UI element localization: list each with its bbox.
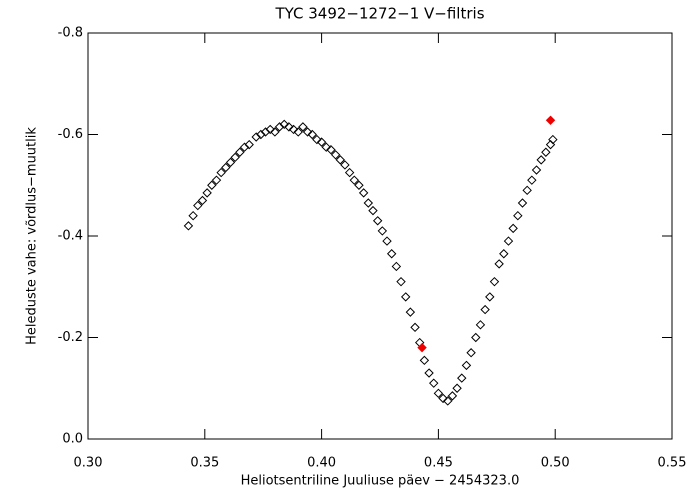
data-point bbox=[279, 119, 289, 130]
chart-title: TYC 3492−1272−1 V−filtris bbox=[274, 5, 484, 23]
data-point bbox=[475, 320, 486, 330]
data-point bbox=[382, 236, 392, 246]
data-point bbox=[183, 221, 194, 231]
x-tick-label: 0.40 bbox=[307, 456, 336, 471]
data-point bbox=[452, 383, 462, 393]
x-tick-label: 0.55 bbox=[658, 456, 687, 471]
data-point bbox=[330, 150, 341, 160]
data-point bbox=[531, 165, 542, 175]
data-point bbox=[503, 236, 514, 246]
data-point bbox=[443, 396, 453, 406]
data-point bbox=[410, 322, 420, 333]
y-axis-label: Heleduste vahe: võrdlus−muutlik bbox=[25, 127, 40, 345]
data-point bbox=[230, 152, 240, 163]
data-point bbox=[344, 167, 355, 178]
data-point bbox=[457, 373, 467, 383]
data-point bbox=[372, 216, 383, 226]
data-point bbox=[513, 210, 523, 221]
x-tick-label: 0.50 bbox=[541, 456, 570, 471]
data-point bbox=[438, 393, 448, 404]
data-point bbox=[508, 223, 518, 234]
data-point bbox=[466, 348, 476, 358]
data-point bbox=[321, 142, 331, 152]
data-point bbox=[265, 124, 275, 135]
data-point bbox=[335, 155, 345, 165]
data-point bbox=[363, 198, 374, 208]
data-point bbox=[188, 210, 198, 221]
data-point bbox=[197, 195, 208, 206]
data-point bbox=[377, 226, 388, 236]
data-point bbox=[354, 180, 364, 190]
data-point bbox=[274, 122, 285, 132]
data-point bbox=[202, 188, 212, 198]
data-point bbox=[193, 200, 203, 211]
data-point bbox=[391, 261, 402, 272]
data-point bbox=[244, 139, 254, 150]
y-tick-label: -0.8 bbox=[58, 26, 83, 41]
data-point bbox=[270, 127, 280, 137]
data-point bbox=[548, 134, 558, 145]
data-point bbox=[349, 175, 360, 185]
data-point bbox=[225, 157, 236, 168]
data-point bbox=[298, 122, 308, 132]
data-point bbox=[260, 127, 271, 137]
x-tick-label: 0.35 bbox=[190, 456, 219, 471]
y-tick-label: -0.4 bbox=[58, 229, 83, 244]
data-point bbox=[536, 155, 546, 165]
data-point bbox=[489, 276, 500, 287]
y-tick-label: -0.2 bbox=[58, 330, 83, 345]
data-point bbox=[288, 124, 299, 135]
data-point bbox=[221, 162, 231, 173]
data-point bbox=[216, 167, 226, 178]
data-point bbox=[316, 137, 327, 147]
data-point bbox=[480, 304, 490, 315]
y-tick-label: 0.0 bbox=[62, 432, 83, 447]
data-point bbox=[251, 132, 261, 142]
data-point bbox=[368, 205, 378, 216]
plot-frame bbox=[87, 32, 673, 440]
data-point bbox=[419, 355, 430, 366]
data-point bbox=[429, 378, 439, 388]
data-point bbox=[400, 292, 411, 302]
data-point bbox=[396, 276, 406, 287]
data-point bbox=[284, 122, 294, 132]
data-point bbox=[312, 134, 322, 145]
data-point bbox=[256, 129, 266, 140]
data-point bbox=[417, 342, 427, 353]
data-point bbox=[545, 115, 556, 125]
data-point bbox=[239, 142, 250, 152]
data-point bbox=[235, 147, 245, 157]
data-point bbox=[207, 180, 217, 190]
data-point bbox=[326, 145, 336, 155]
data-point bbox=[471, 332, 481, 343]
data-point bbox=[494, 259, 504, 269]
data-point bbox=[541, 147, 551, 157]
data-point bbox=[499, 249, 509, 259]
x-tick-label: 0.45 bbox=[424, 456, 453, 471]
data-point bbox=[447, 391, 458, 401]
data-point bbox=[433, 388, 444, 399]
y-tick-label: -0.6 bbox=[58, 127, 83, 142]
data-point bbox=[211, 175, 222, 185]
data-point bbox=[386, 249, 397, 259]
data-point bbox=[307, 129, 317, 140]
x-axis-label: Heliotsentriline Juuliuse päev − 2454323… bbox=[241, 474, 520, 489]
data-point bbox=[461, 360, 472, 371]
data-point bbox=[340, 160, 350, 170]
data-point bbox=[517, 198, 528, 208]
data-point bbox=[358, 188, 369, 198]
data-point bbox=[405, 307, 416, 317]
data-point bbox=[293, 127, 303, 137]
data-point bbox=[424, 368, 434, 378]
x-tick-label: 0.30 bbox=[74, 456, 103, 471]
data-point bbox=[527, 175, 537, 185]
data-point bbox=[522, 185, 532, 196]
data-point bbox=[485, 292, 495, 302]
data-point bbox=[302, 127, 313, 137]
